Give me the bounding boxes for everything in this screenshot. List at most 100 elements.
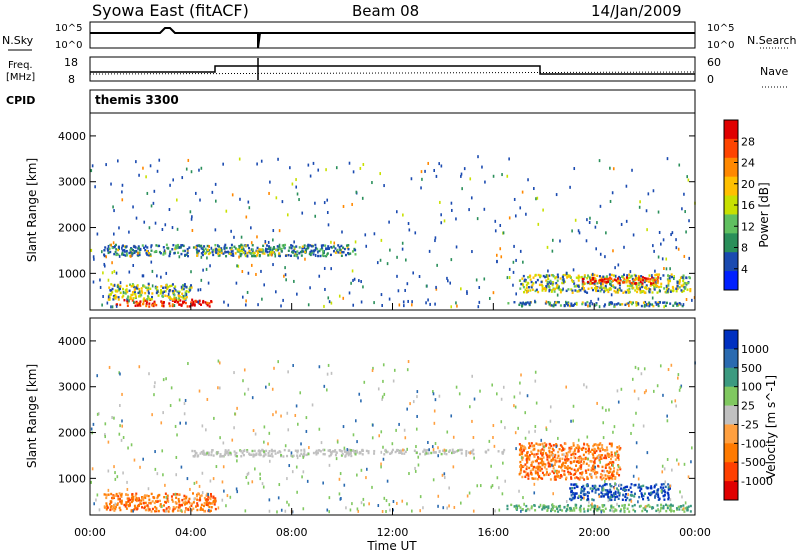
echo-cell	[274, 452, 277, 455]
echo-cell	[601, 478, 604, 481]
echo-cell	[183, 300, 186, 303]
echo-cell	[662, 486, 665, 489]
echo-cell	[453, 450, 456, 454]
echo-cell	[318, 249, 321, 253]
echo-cell	[278, 483, 281, 487]
echo-cell	[180, 465, 183, 469]
echo-cell	[161, 449, 164, 453]
echo-cell	[566, 454, 569, 457]
echo-cell	[529, 301, 532, 304]
echo-cell	[609, 498, 612, 502]
echo-cell	[492, 291, 495, 295]
echo-cell	[615, 509, 618, 512]
echo-cell	[593, 449, 596, 453]
echo-cell	[519, 249, 522, 253]
echo-cell	[343, 483, 346, 487]
echo-cell	[330, 267, 332, 271]
echo-cell	[115, 253, 118, 257]
echo-cell	[586, 300, 589, 304]
echo-cell	[212, 495, 215, 498]
colorbar-tick-label: -1000	[741, 475, 773, 488]
echo-cell	[433, 421, 436, 425]
echo-cell	[443, 472, 446, 476]
echo-cell	[556, 300, 559, 304]
echo-cell	[365, 244, 368, 248]
x-tick-label: 00:00	[679, 526, 711, 539]
echo-cell	[518, 473, 521, 476]
echo-cell	[598, 493, 601, 496]
echo-cell	[296, 490, 298, 494]
echo-cell	[129, 251, 132, 254]
echo-cell	[117, 246, 120, 249]
echo-cell	[506, 507, 509, 511]
echo-cell	[334, 251, 337, 254]
echo-cell	[607, 476, 610, 479]
echo-cell	[455, 217, 457, 221]
echo-cell	[574, 302, 577, 306]
echo-cell	[258, 253, 261, 257]
echo-cell	[557, 470, 560, 474]
echo-cell	[539, 461, 542, 465]
echo-cell	[243, 392, 246, 396]
colorbar-segment	[724, 405, 738, 425]
echo-cell	[440, 452, 443, 456]
echo-cell	[600, 454, 603, 457]
echo-cell	[518, 303, 521, 307]
echo-cell	[586, 494, 589, 498]
echo-cell	[177, 493, 180, 496]
echo-cell	[635, 303, 638, 307]
echo-cell	[225, 209, 228, 213]
echo-cell	[117, 296, 120, 299]
echo-cell	[103, 505, 106, 508]
echo-cell	[230, 243, 233, 247]
echo-cell	[597, 488, 600, 491]
echo-cell	[568, 507, 571, 510]
echo-cell	[268, 252, 271, 256]
echo-cell	[593, 468, 596, 472]
x-tick-label: 08:00	[276, 526, 308, 539]
echo-cell	[561, 509, 564, 512]
echo-cell	[205, 501, 208, 504]
echo-cell	[606, 288, 609, 292]
echo-cell	[407, 299, 409, 303]
echo-cell	[198, 484, 201, 488]
echo-cell	[537, 462, 540, 465]
nsky-left-label: N.Sky	[2, 34, 34, 47]
echo-cell	[470, 196, 473, 200]
echo-cell	[302, 453, 305, 456]
echo-cell	[501, 492, 504, 496]
echo-cell	[326, 211, 329, 215]
echo-cell	[258, 451, 261, 454]
echo-cell	[111, 291, 114, 294]
echo-cell	[105, 502, 108, 505]
echo-cell	[295, 465, 298, 469]
echo-cell	[145, 302, 148, 306]
echo-cell	[570, 494, 573, 497]
echo-cell	[676, 287, 679, 291]
echo-cell	[618, 283, 621, 287]
echo-cell	[578, 231, 581, 235]
echo-cell	[669, 506, 672, 509]
echo-cell	[172, 243, 175, 247]
echo-cell	[579, 472, 582, 475]
nave-ytick-bottom: 0	[707, 73, 714, 86]
echo-cell	[594, 485, 597, 488]
echo-cell	[212, 248, 215, 252]
echo-cell	[296, 456, 299, 460]
echo-cell	[594, 488, 597, 492]
echo-cell	[590, 466, 593, 470]
echo-cell	[278, 252, 281, 255]
echo-cell	[579, 460, 582, 463]
echo-cell	[657, 285, 660, 289]
echo-cell	[599, 456, 602, 459]
echo-cell	[629, 486, 632, 489]
echo-cell	[263, 283, 266, 287]
echo-cell	[487, 448, 490, 452]
echo-cell	[362, 285, 364, 289]
echo-cell	[677, 247, 680, 251]
echo-cell	[666, 457, 669, 461]
echo-cell	[339, 497, 342, 501]
echo-cell	[126, 487, 129, 491]
echo-cell	[403, 452, 406, 455]
echo-cell	[309, 174, 312, 178]
